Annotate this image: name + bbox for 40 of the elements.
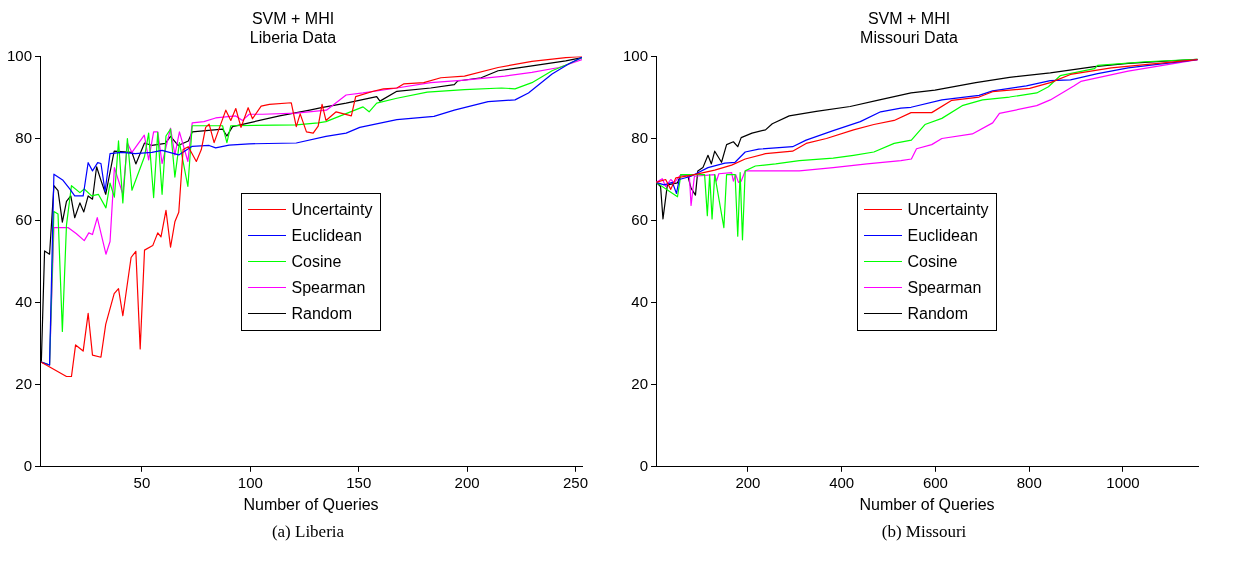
legend-label: Spearman bbox=[291, 278, 366, 297]
x-tick-label: 100 bbox=[237, 473, 263, 491]
chart-subtitle: Liberia Data bbox=[249, 29, 337, 47]
y-tick-label: 100 bbox=[7, 46, 33, 64]
legend-label: Cosine bbox=[291, 252, 342, 271]
x-tick-label: 150 bbox=[346, 473, 372, 491]
y-tick-label: 100 bbox=[623, 46, 649, 64]
legend-label: Uncertainty bbox=[291, 200, 373, 219]
chart-title: SVM + MHI bbox=[867, 10, 951, 28]
y-tick-label: 60 bbox=[15, 210, 33, 228]
x-tick-label: 400 bbox=[829, 473, 855, 491]
x-tick-label: 250 bbox=[562, 473, 589, 491]
x-tick-label: 600 bbox=[922, 473, 948, 491]
x-tick-label: 50 bbox=[133, 473, 151, 491]
text: (a) Liberia bbox=[270, 522, 346, 542]
y-tick-label: 40 bbox=[631, 292, 649, 310]
x-tick-label: 1000 bbox=[1106, 473, 1140, 491]
y-tick-label: 40 bbox=[15, 292, 33, 310]
chart-title: SVM + MHI bbox=[251, 10, 335, 28]
legend-label: Random bbox=[907, 304, 968, 323]
legend-label: Uncertainty bbox=[907, 200, 989, 219]
y-tick-label: 20 bbox=[15, 374, 33, 392]
x-axis-title: Number of Queries bbox=[243, 495, 379, 513]
x-axis-title: Number of Queries bbox=[859, 495, 995, 513]
y-tick-label: 20 bbox=[631, 374, 649, 392]
chart-subtitle: Missouri Data bbox=[860, 29, 958, 47]
legend-label: Cosine bbox=[907, 252, 958, 271]
text: (b) Missouri bbox=[880, 522, 968, 542]
legend-label: Spearman bbox=[907, 278, 982, 297]
y-tick-label: 80 bbox=[15, 128, 33, 146]
x-tick-label: 800 bbox=[1016, 473, 1042, 491]
x-tick-label: 200 bbox=[735, 473, 761, 491]
y-tick-label: 80 bbox=[631, 128, 649, 146]
legend-label: Euclidean bbox=[291, 226, 362, 245]
legend-label: Random bbox=[291, 304, 352, 323]
y-tick-label: 0 bbox=[23, 456, 33, 474]
y-tick-label: 0 bbox=[639, 456, 649, 474]
x-tick-label: 200 bbox=[454, 473, 480, 491]
legend-label: Euclidean bbox=[907, 226, 978, 245]
y-tick-label: 60 bbox=[631, 210, 649, 228]
